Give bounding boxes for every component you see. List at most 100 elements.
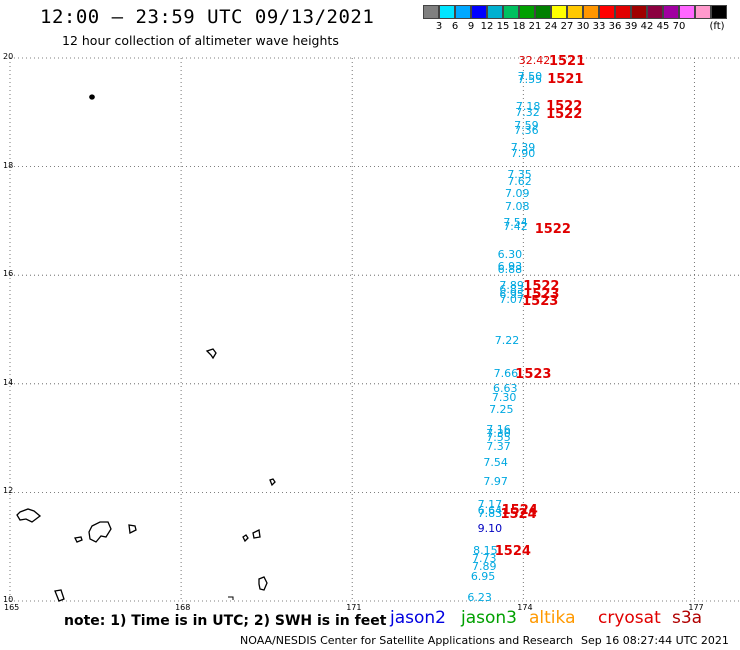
island-taka [252,529,261,539]
wave-height-value: 7.07 [499,292,524,306]
color-swatch [567,5,583,19]
longitude-label: 165 [4,603,20,612]
wave-height-value: 7.97 [483,474,508,488]
wave-height-value: 7.59 [514,118,539,132]
color-swatch [615,5,631,19]
wave-height-value: 6.95 [470,569,496,583]
color-scale-tick: 27 [560,21,574,32]
color-scale-tick: 36 [608,21,622,32]
wave-height-value: 7.18 [515,99,541,113]
color-swatch [663,5,679,19]
color-swatch [487,5,503,19]
island-ujae [228,596,234,600]
wave-height-value: 7.62 [507,175,532,189]
generated-timestamp: Sep 16 08:27:44 UTC 2021 [581,634,729,647]
islands [16,94,276,602]
map-title: 12:00 – 23:59 UTC 09/13/2021 [40,6,375,28]
wave-height-value: 7.16 [486,422,511,436]
wave-height-value: 6.30 [497,247,523,261]
color-swatch [551,5,567,19]
color-scale-tick: 30 [576,21,590,32]
color-scale-tick: 70 [672,21,686,32]
wave-height-value: 7.39 [510,140,536,154]
pass-time-label: 1521 [548,54,586,70]
lat-lon-grid [9,57,740,602]
wave-height-value: 6.95 [499,287,524,301]
color-scale-tick: 3 [435,21,443,32]
color-swatch [711,5,727,19]
color-swatch [455,5,471,19]
pass-time-label: 1523 [515,367,552,383]
wave-height-value: 7.30 [486,426,511,440]
units-note: note: 1) Time is in UTC; 2) SWH is in fe… [64,613,387,629]
pass-time-label: 1522 [546,106,583,122]
legend-cryosat: cryosat [598,608,661,628]
island-rongelap [88,521,112,543]
color-scale-tick: 9 [467,21,475,32]
wave-height-value: 7.66 [493,367,519,381]
pass-time-label: 1524 [501,502,538,518]
pass-time-label: 1524 [494,543,531,559]
wave-height-value: 7.09 [505,186,530,200]
wave-height-value: 7.89 [471,560,497,574]
wave-height-value: 7.42 [503,220,528,234]
wave-height-value: 7.25 [489,402,514,416]
wave-height-value: 7.54 [483,455,508,469]
island-likiep [258,576,268,591]
color-scale-tick: 18 [512,21,526,32]
pass-time-label: 1524 [500,507,537,523]
wave-height-value: 6.63 [493,382,518,396]
map-subtitle: 12 hour collection of altimeter wave hei… [62,33,339,48]
pass-time-label: 1521 [547,71,584,87]
pass-time-label: 1522 [523,279,560,295]
pass-time-label: 1522 [534,222,571,238]
wave-height-value: 7.30 [491,391,517,405]
wave-height-value: 7.54 [503,215,528,229]
wave-height-value: 7.17 [477,497,503,511]
color-scale-tick: 12 [480,21,494,32]
color-swatch [647,5,663,19]
latitude-label: 18 [3,160,14,170]
wave-height-value: 7.08 [505,200,530,214]
wave-height-value: 6.93 [497,259,523,273]
wave-height-value: 6.23 [467,591,492,605]
longitude-label: 171 [346,603,362,612]
island-bikar [269,478,276,487]
color-swatch [695,5,711,19]
island-wotho [54,589,65,602]
latitude-label: 14 [3,377,14,387]
color-swatch [679,5,695,19]
latitude-label: 20 [3,52,14,61]
color-scale-tick: 45 [656,21,670,32]
longitude-label: 168 [175,603,191,612]
color-swatch [599,5,615,19]
wave-height-value: 7.89 [499,279,524,293]
wave-height-value: 7.73 [471,551,497,565]
color-scale-unit: (ft) [709,21,725,32]
legend-jason2: jason2 [390,608,446,628]
color-swatch [535,5,551,19]
pass-time-label: 1523 [522,294,559,310]
color-swatch [583,5,599,19]
wave-height-value: 6.88 [497,262,523,276]
color-scale-tick: 6 [451,21,459,32]
latitude-label: 12 [3,486,14,496]
color-scale-tick: 21 [528,21,542,32]
island-bikini [16,508,42,523]
color-scale-tick: 24 [544,21,558,32]
color-swatch [423,5,439,19]
wave-height-value: 7.22 [494,334,520,348]
wave-height-value: 8.15 [473,543,498,557]
wave-height-value: 6.64 [477,503,503,517]
wave-height-value: 7.32 [515,106,540,120]
wave-height-value: 7.83 [477,507,503,521]
island-taongi [205,348,217,360]
wave-height-value: 7.90 [510,147,536,161]
color-scale-tick: 33 [592,21,606,32]
color-swatch [439,5,455,19]
credit-text: NOAA/NESDIS Center for Satellite Applica… [240,634,574,647]
longitude-label: 174 [517,603,533,612]
color-swatch [503,5,519,19]
wave-height-value: 7.37 [486,439,511,453]
